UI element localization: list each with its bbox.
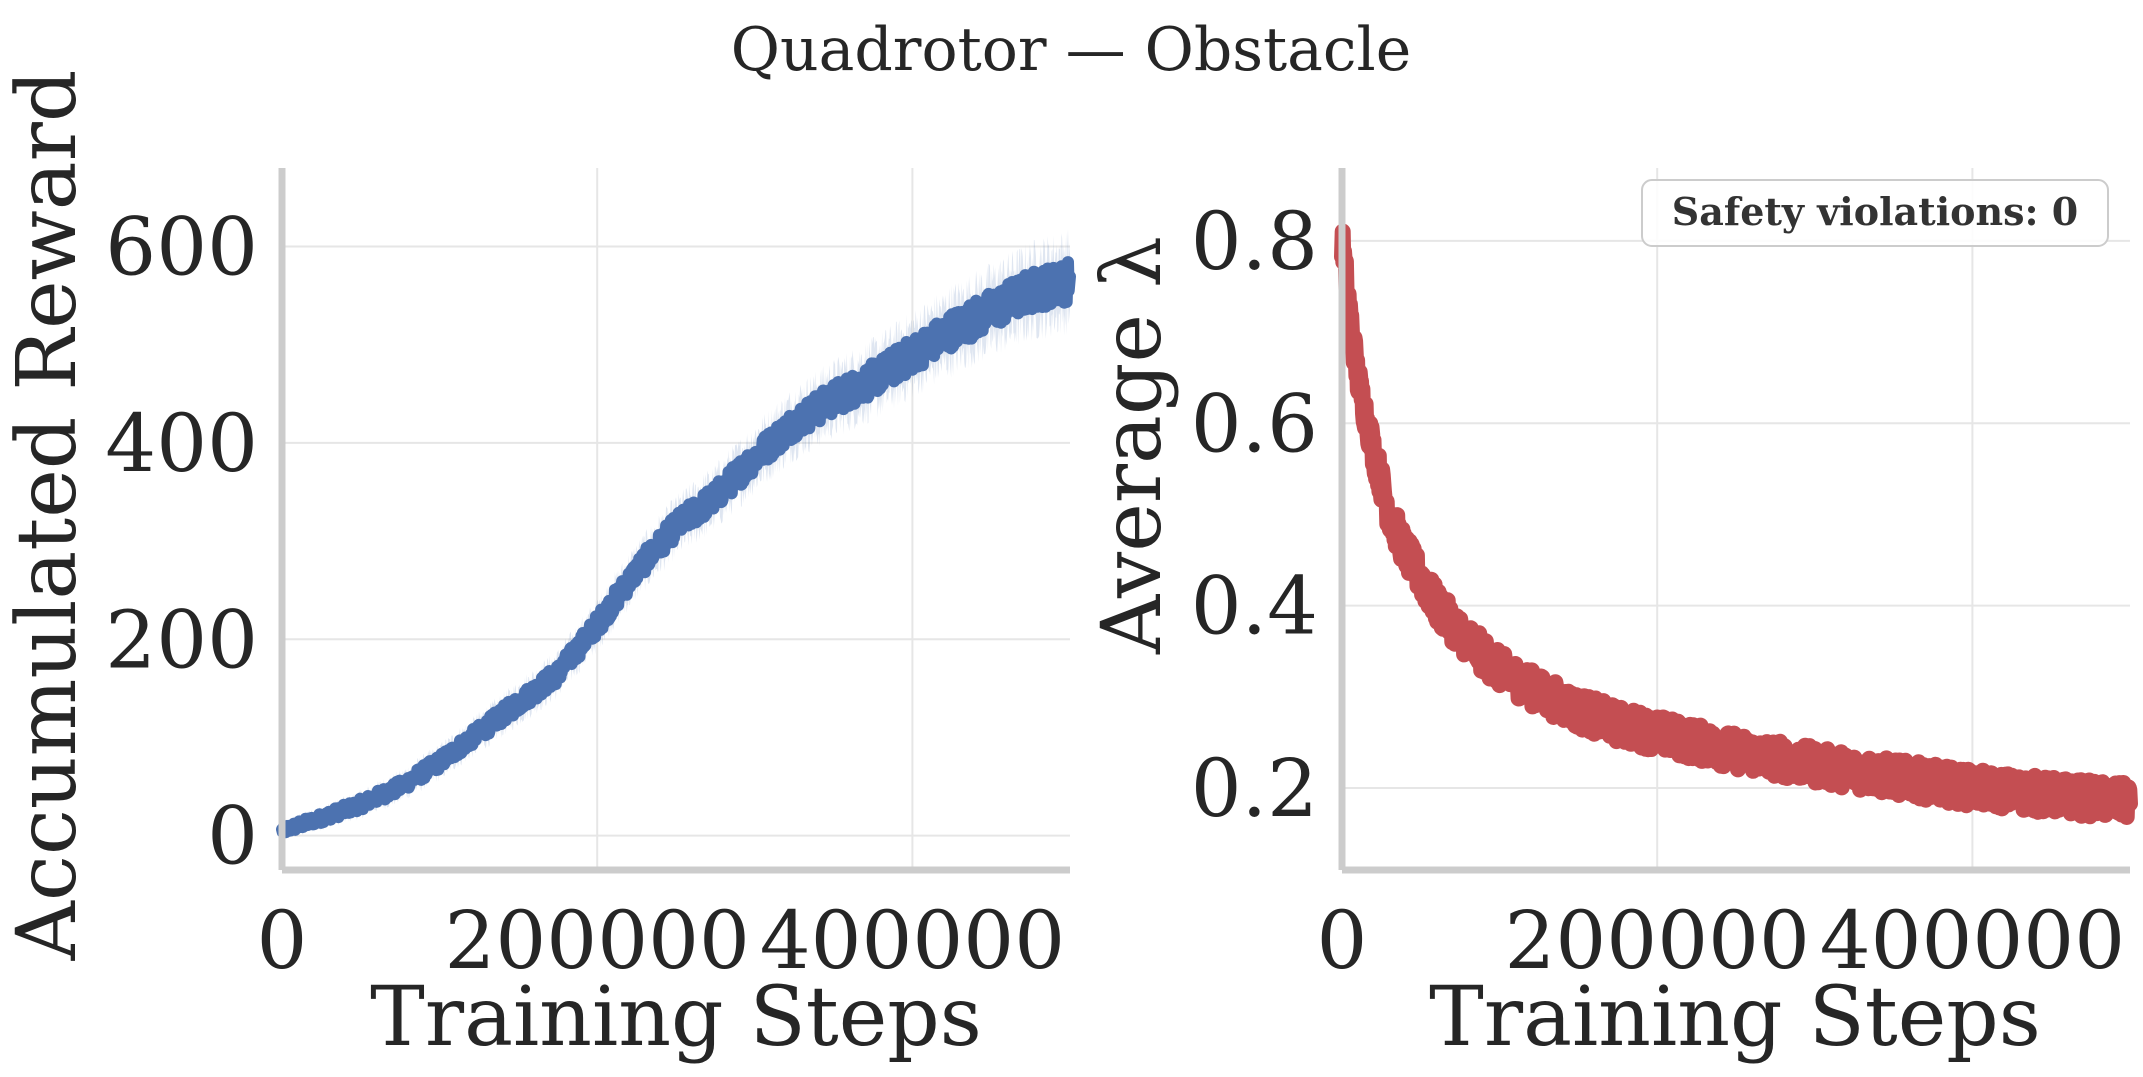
y-tick-label: 0.6 (1191, 377, 1318, 470)
lambda-y-ticks: 0.2 0.4 0.6 0.8 (1191, 195, 1318, 835)
reward-gridlines (281, 168, 1070, 870)
reward-series-group (276, 256, 1076, 839)
lambda-gridlines (1341, 168, 2130, 870)
annotation-text: Safety violations: 0 (1672, 189, 2078, 234)
y-tick-label: 0.4 (1191, 560, 1318, 653)
reward-x-ticks: 0 200000 400000 (257, 894, 1066, 987)
reward-spines (278, 168, 1070, 874)
lambda-series-group (1334, 223, 2138, 825)
lambda-spines (1338, 168, 2130, 874)
y-tick-label: 600 (105, 201, 258, 294)
y-tick-label: 0.8 (1191, 195, 1318, 288)
lambda-panel: 0 200000 400000 0.2 0.4 0.6 0.8 Training Step… (1085, 168, 2138, 1065)
lambda-x-axis-label: Training Steps (1429, 970, 2041, 1065)
y-tick-label: 0 (207, 790, 258, 883)
x-tick-label: 200000 (445, 894, 750, 987)
y-tick-label: 400 (105, 397, 258, 490)
reward-x-axis-label: Training Steps (370, 970, 982, 1065)
annotation-box (1641, 179, 2109, 247)
lambda-series-line (1334, 223, 2138, 825)
x-tick-label: 400000 (1820, 894, 2125, 987)
x-tick-label: 0 (257, 894, 308, 987)
lambda-x-ticks: 0 200000 400000 (1317, 894, 2126, 987)
lambda-y-axis-label: Average λ (1085, 236, 1180, 655)
x-tick-label: 200000 (1505, 894, 1810, 987)
reward-series-line (276, 256, 1076, 839)
safety-annotation: Safety violations: 0 (1641, 179, 2109, 247)
x-tick-label: 0 (1317, 894, 1368, 987)
figure-title: Quadrotor — Obstacle (731, 15, 1411, 85)
reward-y-ticks: 0 200 400 600 (105, 201, 258, 883)
y-tick-label: 0.2 (1191, 742, 1318, 835)
x-tick-label: 400000 (760, 894, 1065, 987)
reward-y-axis-label: Accumulated Reward (0, 70, 95, 962)
y-tick-label: 200 (105, 593, 258, 686)
